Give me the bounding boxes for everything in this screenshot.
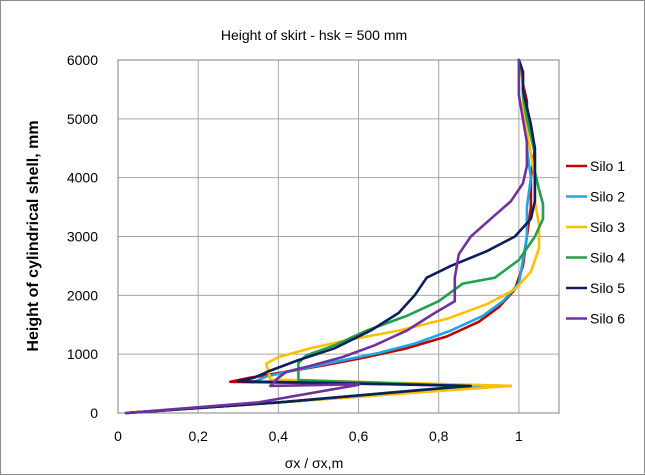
legend-label-silo-4: Silo 4	[590, 250, 625, 266]
series-line-silo-5	[124, 58, 537, 415]
y-tick-label: 1000	[67, 346, 98, 362]
series-line-silo-6	[124, 58, 529, 415]
x-tick-label: 1	[515, 428, 523, 444]
legend-label-silo-6: Silo 6	[590, 311, 625, 327]
y-tick-label: 4000	[67, 170, 98, 186]
legend-label-silo-1: Silo 1	[590, 158, 625, 174]
series-line-silo-4	[124, 58, 545, 415]
y-tick-label: 6000	[67, 52, 98, 68]
legend-label-silo-3: Silo 3	[590, 219, 625, 235]
y-tick-label: 0	[90, 405, 98, 421]
x-tick-label: 0,6	[349, 428, 369, 444]
legend: Silo 1 Silo 2 Silo 3 Silo 4 Silo 5 Silo 6	[566, 158, 625, 327]
x-tick-label: 0,2	[188, 428, 208, 444]
chart-title: Height of skirt - hsk = 500 mm	[221, 27, 407, 43]
plot-frame	[117, 59, 560, 414]
x-tick-label: 0	[114, 428, 122, 444]
y-tick-labels: 0 1000 2000 3000 4000 5000 6000	[67, 52, 98, 421]
y-axis-label: Height of cylindrical shell, mm	[25, 120, 42, 351]
series-lines	[124, 58, 545, 415]
y-tick-label: 5000	[67, 111, 98, 127]
legend-label-silo-2: Silo 2	[590, 189, 625, 205]
x-tick-labels: 0 0,2 0,4 0,6 0,8 1	[114, 428, 523, 444]
y-tick-label: 2000	[67, 287, 98, 303]
y-tick-label: 3000	[67, 229, 98, 245]
x-tick-label: 0,4	[269, 428, 289, 444]
x-axis-label: σx / σx,m	[285, 455, 344, 471]
x-tick-label: 0,8	[429, 428, 449, 444]
legend-label-silo-5: Silo 5	[590, 280, 625, 296]
